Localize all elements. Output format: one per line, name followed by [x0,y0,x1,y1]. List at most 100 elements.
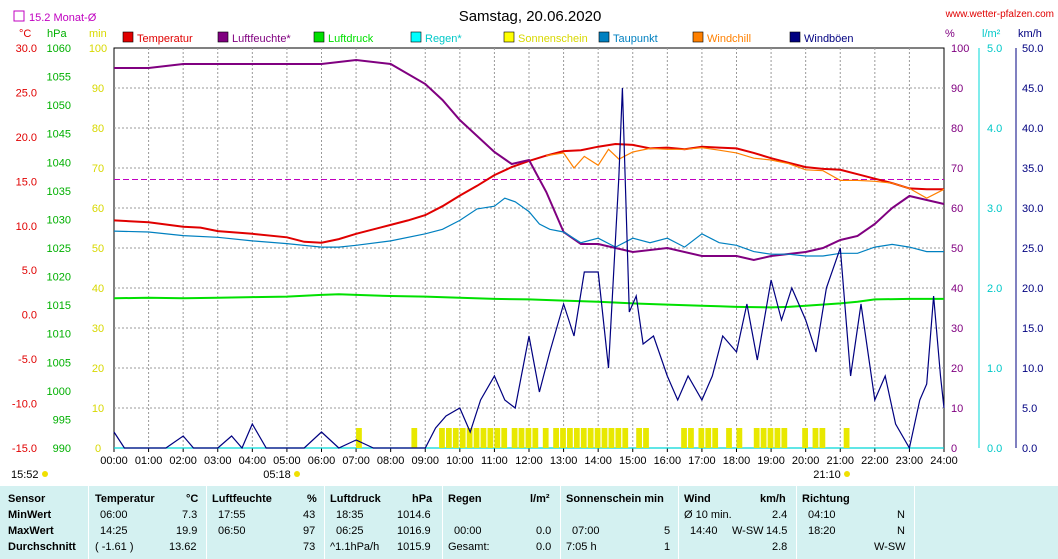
y-tick-pressure: 990 [53,443,71,455]
y-tick-pressure: 1040 [47,157,71,169]
press-min-time: 18:35 [336,509,364,521]
y-tick-pressure: 995 [53,414,71,426]
legend-swatch [313,31,325,43]
row-label-min: MinWert [8,509,52,521]
chart-grid [113,47,945,449]
y-tick-pressure: 1035 [47,186,71,198]
stats-table: Sensor MinWert MaxWert Durchschnitt Temp… [0,486,1058,559]
hum-title: Luftfeuchte [212,493,272,505]
y-tick-pressure: 1025 [47,243,71,255]
press-unit: hPa [412,493,433,505]
y-tick-temp: 10.0 [16,221,37,233]
x-tick-label: 10:00 [446,455,474,467]
series-line-windben [113,87,945,450]
sunshine-bar [601,428,608,448]
sunshine-bar [452,428,459,448]
x-tick-label: 20:00 [792,455,820,467]
legend-label: Luftdruck [328,33,374,45]
legend-label: Regen* [425,33,462,45]
series-line-taupunkt [113,197,944,257]
y-tick-wind: 30.0 [1022,203,1043,215]
x-tick-label: 08:00 [377,455,405,467]
legend-label: Sonnenschein [518,33,588,45]
sun-max-time: 07:00 [572,525,600,537]
col-sep [324,486,325,559]
y-tick-temp: 5.0 [22,265,37,277]
temp-min-time: 06:00 [100,509,128,521]
y-tick-pressure: 1030 [47,214,71,226]
x-tick-label: 21:00 [826,455,854,467]
y-tick-wind: 15.0 [1022,323,1043,335]
temp-max-time: 14:25 [100,525,128,537]
y-tick-temp: 20.0 [16,132,37,144]
temp-unit: °C [186,493,199,505]
wind-min-time: Ø 10 min. [684,509,732,521]
y-tick-sunshine: 100 [89,43,107,55]
rain-avg-val: 0.0 [536,541,552,553]
sunshine-bar [736,428,743,448]
x-tick-label: 24:00 [930,455,958,467]
y-tick-humidity: 10 [951,403,963,415]
hum-avg-val: 73 [303,541,316,553]
y-tick-rain: 2.0 [987,283,1002,295]
sun-title: Sonnenschein min [566,493,664,505]
x-tick-label: 19:00 [757,455,785,467]
y-tick-rain: 5.0 [987,43,1002,55]
y-tick-wind: 20.0 [1022,283,1043,295]
x-tick-label: 16:00 [654,455,682,467]
unit-celsius: °C [19,28,31,40]
y-tick-wind: 50.0 [1022,43,1043,55]
dir-max-time: 18:20 [808,525,836,537]
wind-max-time: 14:40 [690,525,718,537]
sunshine-bar [802,428,808,448]
y-tick-temp: 25.0 [16,87,37,99]
sunshine-bar [622,428,629,448]
col-sep [560,486,561,559]
unit-kmh: km/h [1018,28,1042,40]
temp-title: Temperatur [95,493,155,505]
sunset-label: 21:10 [813,469,841,481]
rain-max-val: 0.0 [536,525,552,537]
sun-avg-val: 1 [664,541,671,553]
site-link[interactable]: www.wetter-pfalzen.com [945,9,1054,20]
sunshine-bar [439,428,445,448]
dir-max-val: N [897,525,905,537]
y-tick-wind: 40.0 [1022,123,1043,135]
press-avg-val: 1015.9 [397,541,431,553]
dir-avg-val: W-SW [874,541,906,553]
hum-max-time: 06:50 [218,525,246,537]
y-tick-wind: 10.0 [1022,363,1043,375]
y-tick-wind: 35.0 [1022,163,1043,175]
wind-unit: km/h [760,493,786,505]
y-tick-wind: 45.0 [1022,83,1043,95]
legend-swatch [598,31,610,43]
sunshine-bar [567,428,573,448]
y-tick-pressure: 1045 [47,129,71,141]
rain-unit: l/m² [530,493,550,505]
y-tick-humidity: 70 [951,163,963,175]
y-tick-humidity: 40 [951,283,963,295]
chart-series [113,58,945,450]
unit-lm2: l/m² [982,28,1001,40]
y-tick-humidity: 90 [951,83,963,95]
temp-avg-val: 13.62 [169,541,197,553]
y-tick-temp: 30.0 [16,43,37,55]
legend-swatch [692,31,704,43]
temp-min-val: 7.3 [182,509,198,521]
rain-title: Regen [448,493,482,505]
col-sep [796,486,797,559]
x-tick-label: 09:00 [411,455,439,467]
y-tick-wind: 5.0 [1022,403,1037,415]
x-tick-label: 06:00 [308,455,336,467]
y-tick-pressure: 1055 [47,72,71,84]
dir-min-val: N [897,509,905,521]
sunshine-bar [812,428,819,448]
series-line-luftdruck [113,293,944,309]
hum-min-time: 17:55 [218,509,246,521]
x-tick-label: 12:00 [515,455,543,467]
chart-legend: Temperatur Luftfeuchte* Luftdruck Regen* Son… [122,31,854,45]
row-label-max: MaxWert [8,525,54,537]
col-sep [914,486,915,559]
x-tick-label: 14:00 [584,455,612,467]
sun-max-val: 5 [664,525,671,537]
